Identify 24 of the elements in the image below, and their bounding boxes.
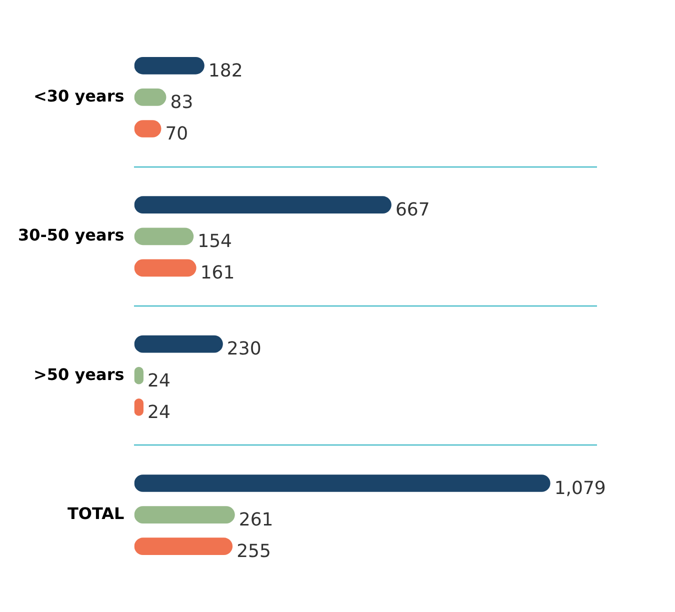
y-tick-label: 30-50 years bbox=[18, 226, 124, 245]
data-label: 24 bbox=[147, 370, 170, 392]
data-label: 261 bbox=[238, 509, 274, 530]
data-label: 83 bbox=[170, 92, 194, 113]
bar bbox=[134, 56, 204, 74]
data-label: 255 bbox=[236, 541, 271, 562]
data-label: 230 bbox=[226, 338, 262, 360]
bar bbox=[134, 228, 194, 246]
data-label: 24 bbox=[147, 402, 170, 423]
bar bbox=[134, 474, 550, 492]
data-label: 154 bbox=[198, 231, 232, 252]
y-tick-label: TOTAL bbox=[67, 504, 124, 523]
data-label: 1,079 bbox=[554, 478, 606, 499]
bar bbox=[134, 538, 233, 556]
bar bbox=[134, 335, 223, 353]
data-label: 161 bbox=[200, 262, 235, 284]
bar bbox=[134, 196, 392, 214]
bar bbox=[134, 259, 196, 277]
data-label: 182 bbox=[208, 60, 243, 82]
y-tick-label: >50 years bbox=[34, 364, 124, 384]
data-label: 70 bbox=[165, 123, 188, 144]
bar bbox=[134, 506, 235, 524]
y-tick-label: <30 years bbox=[34, 86, 124, 106]
data-label: 667 bbox=[395, 200, 430, 221]
